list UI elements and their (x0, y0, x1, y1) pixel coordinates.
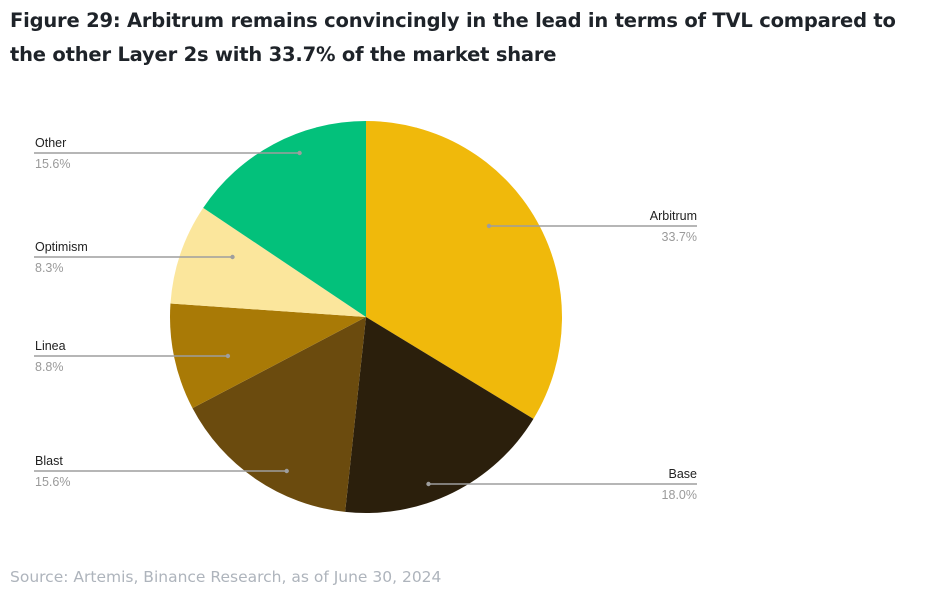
pie-slice-other (203, 121, 366, 317)
pie-chart: Arbitrum 33.7% Base 18.0% Blast 15.6% Linea 8.8… (34, 121, 697, 513)
source-note: Source: Artemis, Binance Research, as of… (10, 568, 442, 586)
leader-dot-optimism (230, 254, 235, 260)
slice-label-optimism: Optimism (35, 240, 88, 254)
pie-slice-blast (192, 317, 366, 512)
label-leaders (34, 150, 697, 487)
slice-label-arbitrum: Arbitrum (650, 209, 697, 223)
pie-slice-base (345, 317, 534, 513)
leader-dot-linea (225, 353, 231, 359)
pie-slices (170, 121, 562, 513)
pie-slice-linea (170, 303, 366, 409)
slice-label-linea: Linea (35, 339, 66, 353)
pie-slice-optimism (170, 207, 366, 317)
slice-value-blast: 15.6% (35, 475, 70, 489)
slice-labels: Arbitrum 33.7% Base 18.0% Blast 15.6% Linea 8.8… (35, 136, 697, 502)
pie-slice-arbitrum (366, 121, 562, 419)
slice-value-base: 18.0% (662, 488, 697, 502)
slice-label-base: Base (669, 467, 698, 481)
slice-value-other: 15.6% (35, 157, 70, 171)
slice-label-other: Other (35, 136, 66, 150)
slice-label-blast: Blast (35, 454, 63, 468)
leader-dot-other (297, 150, 302, 156)
slice-value-optimism: 8.3% (35, 261, 64, 275)
leader-dot-blast (284, 468, 289, 474)
slice-value-linea: 8.8% (35, 360, 64, 374)
slice-value-arbitrum: 33.7% (662, 230, 697, 244)
leader-dot-base (426, 481, 431, 487)
chart-title: Figure 29: Arbitrum remains convincingly… (10, 9, 896, 66)
leader-dot-arbitrum (486, 223, 492, 229)
